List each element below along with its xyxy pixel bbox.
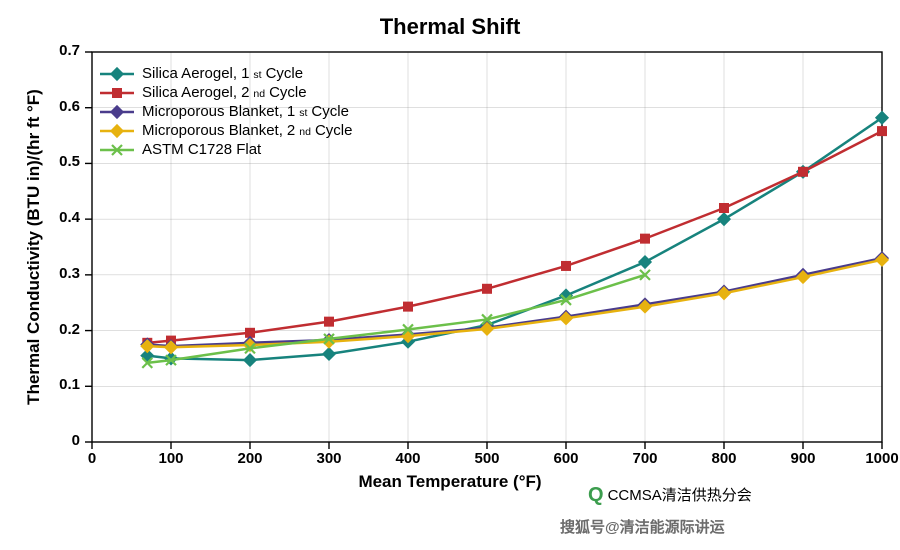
- series-astm: [142, 270, 650, 368]
- legend-swatch: [100, 86, 134, 100]
- y-tick-label: 0.5: [59, 153, 80, 170]
- watermark-ccmsa-text: CCMSA清洁供热分会: [608, 484, 752, 505]
- x-tick-label: 500: [467, 450, 507, 467]
- legend-swatch: [100, 67, 134, 81]
- legend-swatch: [100, 105, 134, 119]
- series-micro-1: [140, 251, 889, 353]
- legend-item-astm: ASTM C1728 Flat: [100, 140, 352, 159]
- y-tick-label: 0.7: [59, 42, 80, 59]
- x-tick-label: 900: [783, 450, 823, 467]
- y-tick-label: 0.2: [59, 321, 80, 338]
- legend-item-silica-1: Silica Aerogel, 1st Cycle: [100, 64, 352, 83]
- legend-label: ASTM C1728 Flat: [142, 141, 261, 158]
- y-tick-label: 0.4: [59, 209, 80, 226]
- legend-item-micro-2: Microporous Blanket, 2nd Cycle: [100, 121, 352, 140]
- x-tick-label: 300: [309, 450, 349, 467]
- y-tick-label: 0.3: [59, 265, 80, 282]
- legend-label: Microporous Blanket, 1st Cycle: [142, 103, 349, 120]
- y-tick-label: 0.6: [59, 98, 80, 115]
- x-tick-label: 700: [625, 450, 665, 467]
- y-tick-label: 0: [72, 432, 80, 449]
- x-tick-label: 200: [230, 450, 270, 467]
- x-tick-label: 400: [388, 450, 428, 467]
- legend-swatch: [100, 143, 134, 157]
- x-tick-label: 100: [151, 450, 191, 467]
- legend-label: Microporous Blanket, 2nd Cycle: [142, 122, 352, 139]
- y-tick-label: 0.1: [59, 376, 80, 393]
- watermark-ccmsa: Q CCMSA清洁供热分会: [580, 480, 760, 509]
- x-tick-label: 800: [704, 450, 744, 467]
- legend-label: Silica Aerogel, 2nd Cycle: [142, 84, 307, 101]
- legend: Silica Aerogel, 1st Cycle Silica Aerogel,…: [100, 64, 352, 159]
- watermark-sohu: 搜狐号@清洁能源际讲运: [560, 516, 725, 537]
- watermark-icon: Q: [588, 485, 604, 505]
- x-tick-label: 0: [72, 450, 112, 467]
- x-tick-label: 1000: [862, 450, 900, 467]
- legend-label: Silica Aerogel, 1st Cycle: [142, 65, 303, 82]
- legend-swatch: [100, 124, 134, 138]
- y-axis-label: Thermal Conductivity (BTU in)/(hr ft °F): [24, 52, 44, 442]
- x-tick-label: 600: [546, 450, 586, 467]
- chart-container: Thermal Shift Thermal Conductivity (BTU …: [0, 0, 900, 550]
- chart-title: Thermal Shift: [0, 14, 900, 40]
- legend-item-micro-1: Microporous Blanket, 1st Cycle: [100, 102, 352, 121]
- legend-item-silica-2: Silica Aerogel, 2nd Cycle: [100, 83, 352, 102]
- x-axis-label: Mean Temperature (°F): [0, 472, 900, 492]
